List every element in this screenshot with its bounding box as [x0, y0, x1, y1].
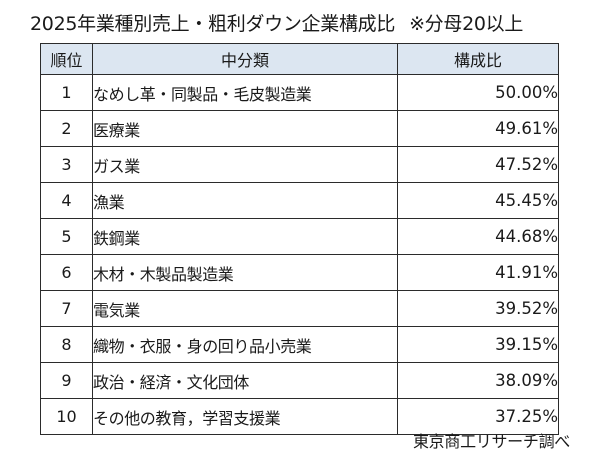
ratio-cell: 49.61%: [397, 110, 559, 147]
rank-cell: 7: [40, 290, 93, 327]
table-header-row: 順位 中分類 構成比: [40, 43, 559, 75]
category-cell: 電気業: [92, 290, 398, 327]
table-row: 9 政治・経済・文化団体 38.09%: [40, 362, 559, 399]
header-ratio: 構成比: [397, 43, 559, 75]
category-cell: 鉄鋼業: [92, 218, 398, 255]
ratio-cell: 50.00%: [397, 74, 559, 111]
rank-cell: 5: [40, 218, 93, 255]
page-title: 2025年業種別売上・粗利ダウン企業構成比 ※分母20以上: [30, 10, 590, 38]
rank-cell: 1: [40, 74, 93, 111]
category-cell: なめし革・同製品・毛皮製造業: [92, 74, 398, 111]
ratio-cell: 47.52%: [397, 146, 559, 183]
category-cell: 木材・木製品製造業: [92, 254, 398, 291]
table-row: 4 漁業 45.45%: [40, 182, 559, 219]
table-row: 2 医療業 49.61%: [40, 110, 559, 147]
rank-cell: 4: [40, 182, 93, 219]
table-row: 7 電気業 39.52%: [40, 290, 559, 327]
table-row: 10 その他の教育，学習支援業 37.25%: [40, 398, 559, 435]
rank-cell: 2: [40, 110, 93, 147]
ratio-cell: 39.52%: [397, 290, 559, 327]
table-row: 8 織物・衣服・身の回り品小売業 39.15%: [40, 326, 559, 363]
rank-cell: 6: [40, 254, 93, 291]
table-row: 1 なめし革・同製品・毛皮製造業 50.00%: [40, 74, 559, 111]
rank-cell: 9: [40, 362, 93, 399]
title-main: 2025年業種別売上・粗利ダウン企業構成比: [30, 13, 396, 35]
table-row: 5 鉄鋼業 44.68%: [40, 218, 559, 255]
category-cell: 医療業: [92, 110, 398, 147]
category-cell: 漁業: [92, 182, 398, 219]
ratio-cell: 41.91%: [397, 254, 559, 291]
category-cell: その他の教育，学習支援業: [92, 398, 398, 435]
category-cell: 織物・衣服・身の回り品小売業: [92, 326, 398, 363]
ratio-cell: 39.15%: [397, 326, 559, 363]
header-category: 中分類: [92, 43, 398, 75]
category-cell: ガス業: [92, 146, 398, 183]
table-row: 3 ガス業 47.52%: [40, 146, 559, 183]
source-credit: 東京商工リサーチ調べ: [412, 432, 570, 451]
ratio-cell: 37.25%: [397, 398, 559, 435]
category-cell: 政治・経済・文化団体: [92, 362, 398, 399]
header-rank: 順位: [40, 43, 93, 75]
ratio-cell: 44.68%: [397, 218, 559, 255]
rank-cell: 8: [40, 326, 93, 363]
ratio-cell: 38.09%: [397, 362, 559, 399]
ratio-cell: 45.45%: [397, 182, 559, 219]
rank-cell: 10: [40, 398, 93, 435]
table-row: 6 木材・木製品製造業 41.91%: [40, 254, 559, 291]
rank-cell: 3: [40, 146, 93, 183]
title-note: ※分母20以上: [409, 13, 524, 35]
ranking-table: 順位 中分類 構成比 1 なめし革・同製品・毛皮製造業 50.00% 2 医療業…: [40, 43, 559, 435]
